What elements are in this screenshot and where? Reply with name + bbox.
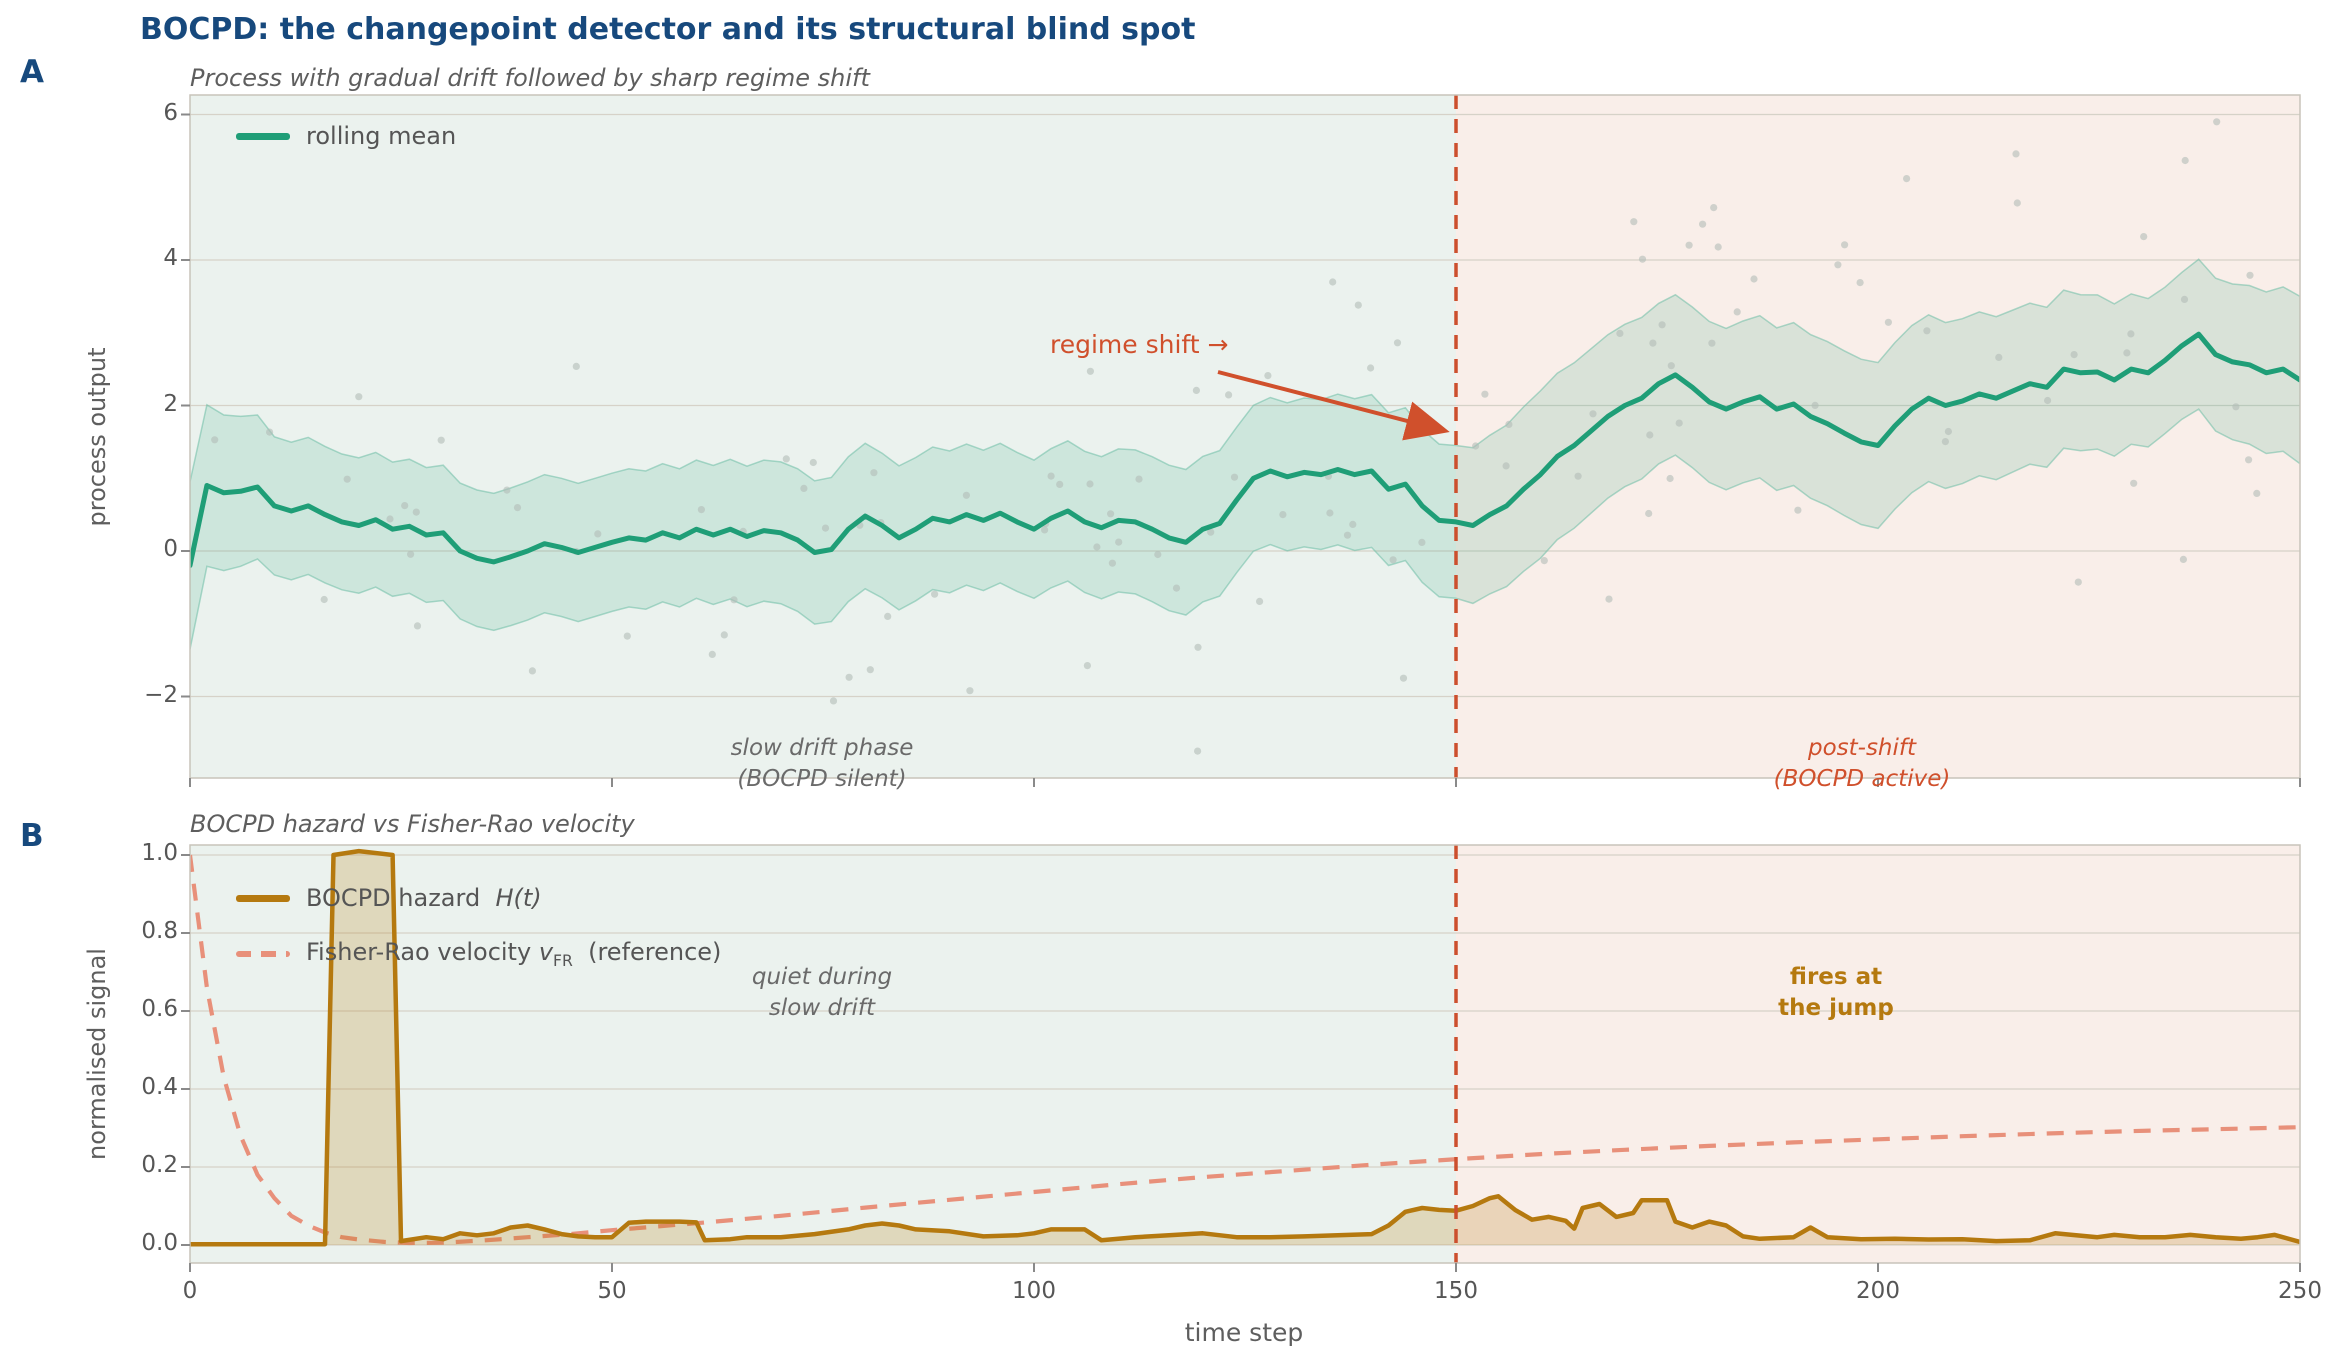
panel-a-ylabel: process output (83, 347, 111, 527)
panel-b-ytick: 1.0 (141, 840, 178, 866)
x-tick: 150 (1434, 1278, 1478, 1304)
panel-b-ytick: 0.2 (141, 1152, 178, 1178)
panel-b-subtitle: BOCPD hazard vs Fisher-Rao velocity (190, 810, 635, 838)
slow-drift-line1: slow drift phase (730, 735, 914, 761)
panel-b-ytick: 0.8 (141, 918, 178, 944)
panel-b-ytick: 0.0 (141, 1230, 178, 1256)
slow-drift-line2: (BOCPD silent) (737, 766, 907, 792)
legend-hazard-label: BOCPD hazard H(t) (306, 884, 542, 912)
legend-fisher-rao: Fisher-Rao velocity vFR (reference) (236, 938, 721, 970)
quiet-annotation: quiet during slow drift (752, 962, 892, 1024)
x-axis-label: time step (1184, 1318, 1304, 1347)
panel-a-ytick: 2 (163, 390, 178, 417)
figure-title: BOCPD: the changepoint detector and its … (140, 12, 1196, 47)
legend-vfr-suffix: (reference) (588, 938, 722, 966)
panel-b-label: B (20, 818, 44, 854)
vfr-dashed-swatch (236, 950, 290, 957)
legend-vfr-subscript: FR (553, 951, 573, 970)
regime-shift-annotation: regime shift → (1050, 330, 1229, 359)
panel-a-subtitle: Process with gradual drift followed by s… (190, 64, 870, 92)
quiet-line2: slow drift (768, 995, 876, 1021)
post-shift-line2: (BOCPD active) (1773, 766, 1951, 792)
legend-vfr-symbol: v (538, 938, 554, 966)
fires-line1: fires at (1789, 964, 1883, 990)
legend-rolling-mean: rolling mean (236, 122, 456, 150)
quiet-line1: quiet during (751, 964, 893, 990)
fires-line2: the jump (1778, 995, 1894, 1021)
x-tick: 0 (182, 1278, 198, 1304)
panel-a-ytick: 6 (163, 99, 178, 126)
panel-b-ylabel: normalised signal (83, 948, 111, 1160)
x-tick: 50 (597, 1278, 627, 1304)
x-tick: 100 (1012, 1278, 1056, 1304)
panel-b-ytick: 0.6 (141, 996, 178, 1022)
panel-a-ytick: 0 (163, 536, 178, 562)
legend-hazard-prefix: BOCPD hazard (306, 884, 481, 912)
legend-rolling-mean-label: rolling mean (306, 122, 457, 150)
post-shift-annotation: post-shift (BOCPD active) (1774, 733, 1951, 795)
legend-vfr-label: Fisher-Rao velocity vFR (reference) (306, 938, 721, 970)
panel-a-label: A (20, 54, 44, 90)
hazard-line-swatch (236, 894, 290, 902)
rolling-mean-line-swatch (236, 132, 290, 140)
panel-b-ytick: 0.4 (141, 1074, 178, 1100)
legend-hazard-math: H(t) (495, 884, 542, 912)
x-tick: 200 (1856, 1278, 1900, 1304)
legend-vfr-prefix: Fisher-Rao velocity (306, 938, 532, 966)
post-shift-line1: post-shift (1807, 735, 1917, 761)
slow-drift-annotation: slow drift phase (BOCPD silent) (731, 733, 914, 795)
panel-a-ytick: −2 (144, 681, 178, 708)
fires-annotation: fires at the jump (1778, 962, 1894, 1024)
x-tick: 250 (2278, 1278, 2322, 1304)
legend-bocpd-hazard: BOCPD hazard H(t) (236, 884, 542, 912)
panel-a-ytick: 4 (163, 245, 178, 271)
